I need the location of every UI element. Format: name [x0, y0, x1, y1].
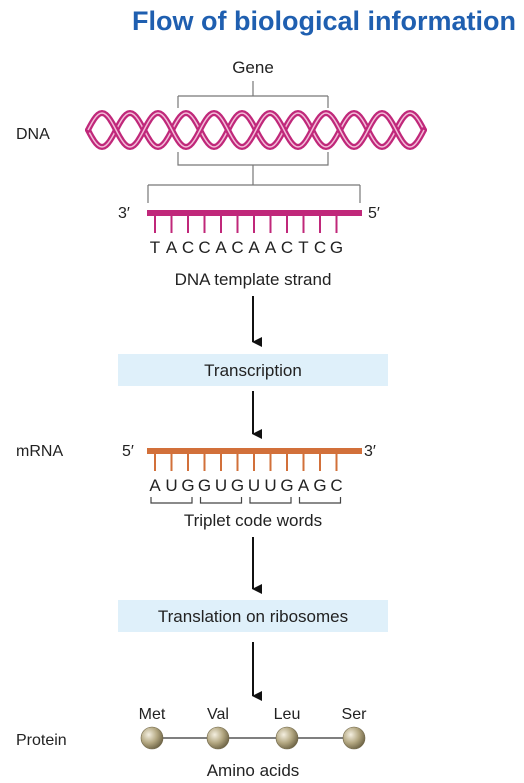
amino-acid-bead — [140, 726, 164, 750]
gene-label: Gene — [232, 58, 274, 77]
base-letter: C — [198, 238, 210, 257]
base-letter: U — [264, 476, 276, 495]
dna-template-caption: DNA template strand — [175, 270, 332, 289]
amino-acid-label: Met — [139, 706, 166, 723]
base-letter: C — [231, 238, 243, 257]
codon-bracket — [249, 497, 292, 504]
triplet-code-caption: Triplet code words — [184, 511, 322, 530]
amino-acids-caption: Amino acids — [207, 761, 300, 780]
mrna-strand — [147, 448, 362, 471]
strand-backbone — [147, 448, 362, 454]
mrna-label: mRNA — [16, 443, 63, 460]
base-letter: A — [265, 238, 277, 257]
base-letter: A — [215, 238, 227, 257]
base-letter: U — [165, 476, 177, 495]
transcription-box — [118, 354, 388, 386]
base-letter: A — [298, 476, 310, 495]
amino-acid-bead — [342, 726, 366, 750]
amino-acid-label: Val — [207, 706, 229, 723]
helix-highlight — [87, 112, 425, 148]
base-letter: G — [231, 476, 244, 495]
dna-strand-right-end: 5′ — [368, 205, 380, 222]
amino-acid-label: Ser — [342, 706, 368, 723]
base-letter: T — [298, 238, 308, 257]
translation-box — [118, 600, 388, 632]
protein-label: Protein — [16, 732, 67, 749]
base-letter: U — [215, 476, 227, 495]
base-letter: C — [182, 238, 194, 257]
base-letter: G — [198, 476, 211, 495]
transcription-label: Transcription — [204, 361, 302, 380]
translation-label: Translation on ribosomes — [158, 607, 348, 626]
base-letter: G — [330, 238, 343, 257]
gene-bracket-top — [177, 81, 329, 108]
gene-bracket-bottom — [147, 152, 361, 203]
codon-bracket — [150, 497, 193, 504]
codon-bracket — [298, 497, 342, 504]
base-letter: G — [280, 476, 293, 495]
dna-double-helix — [85, 109, 427, 151]
strand-backbone — [147, 210, 362, 216]
base-letter: U — [248, 476, 260, 495]
protein-chain: Met Val Leu Ser — [139, 706, 368, 750]
amino-acid-label: Leu — [274, 706, 301, 723]
base-letter: T — [150, 238, 160, 257]
amino-acid-bead — [206, 726, 230, 750]
mrna-strand-right-end: 3′ — [364, 443, 376, 460]
base-letter: A — [149, 476, 161, 495]
base-letter: A — [248, 238, 260, 257]
base-letter: G — [313, 476, 326, 495]
base-letter: G — [181, 476, 194, 495]
dna-label: DNA — [16, 126, 50, 143]
amino-acid-bead — [275, 726, 299, 750]
codon-bracket — [199, 497, 243, 504]
base-letter: A — [166, 238, 178, 257]
base-letter: C — [330, 476, 342, 495]
dna-template-strand — [147, 210, 362, 233]
diagram-title: Flow of biological information — [132, 6, 516, 36]
codon-brackets — [150, 497, 342, 504]
base-letter: C — [314, 238, 326, 257]
dna-strand-left-end: 3′ — [118, 205, 130, 222]
base-letter: C — [281, 238, 293, 257]
mrna-strand-left-end: 5′ — [122, 443, 134, 460]
